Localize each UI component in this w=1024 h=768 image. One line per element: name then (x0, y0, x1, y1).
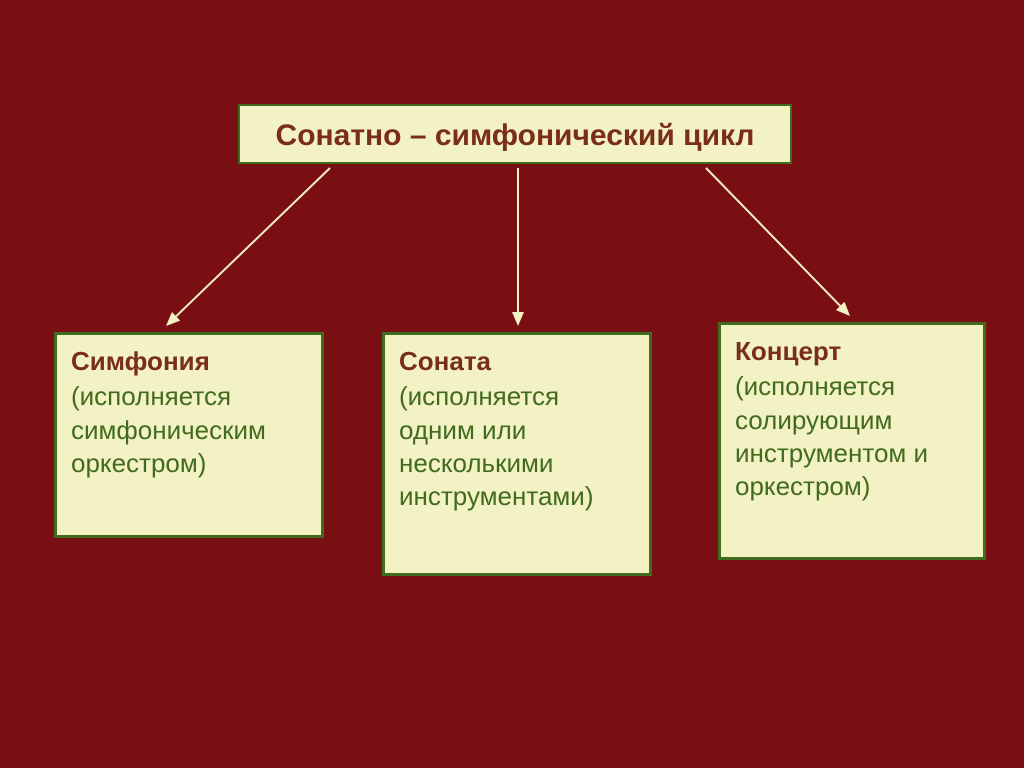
slide: Сонатно – симфонический цикл Симфония (и… (0, 0, 1024, 768)
arrow-3 (706, 168, 850, 316)
child-heading: Соната (399, 345, 635, 378)
arrow-1 (166, 168, 330, 326)
child-heading: Концерт (735, 335, 969, 368)
child-heading: Симфония (71, 345, 307, 378)
child-box-sonata: Соната (исполняется одним или нескольким… (382, 332, 652, 576)
child-body: (исполняется солирующим инструментом и о… (735, 370, 969, 503)
title-text: Сонатно – симфонический цикл (276, 119, 755, 152)
child-box-concert: Концерт (исполняется солирующим инструме… (718, 322, 986, 560)
title-box: Сонатно – симфонический цикл (238, 104, 792, 164)
arrow-2 (512, 168, 524, 326)
child-body: (исполняется симфоническим оркестром) (71, 380, 307, 480)
child-box-symphony: Симфония (исполняется симфоническим орке… (54, 332, 324, 538)
child-body: (исполняется одним или несколькими инстр… (399, 380, 635, 513)
